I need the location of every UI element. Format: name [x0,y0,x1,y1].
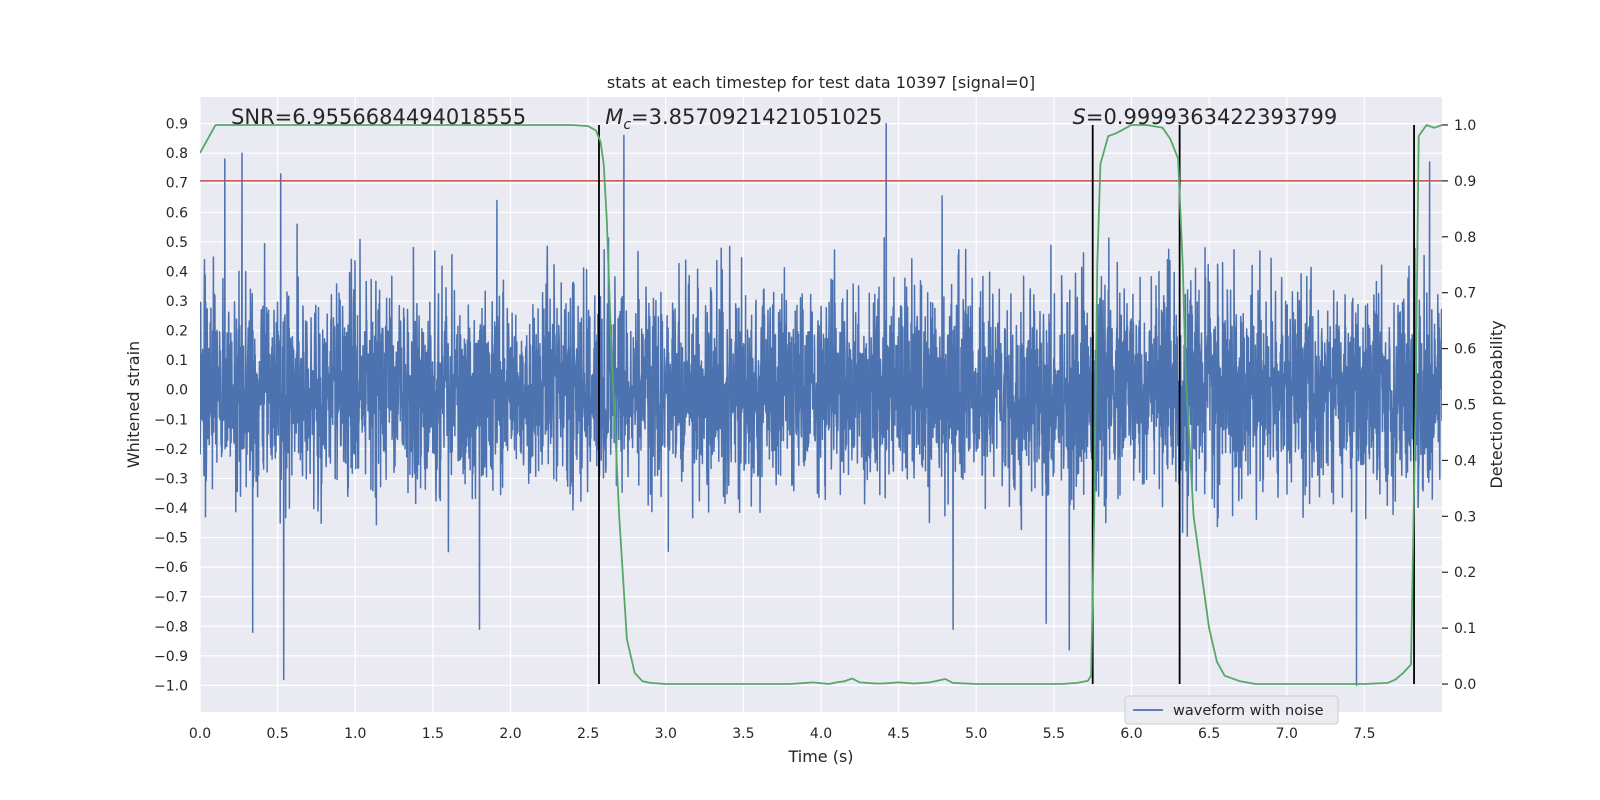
x-tick-label: 1.5 [422,726,444,742]
y-axis-ticks: 0.9 0.8 0.7 0.6 0.5 0.4 0.3 0.2 0.1 0.0 −0.1 −0.2 −0… [154,117,188,695]
y-tick-label: 0.8 [166,146,188,162]
score-annotation: S=0.9999363422393799 [1073,105,1338,129]
y2-tick-label: 0.1 [1454,621,1476,637]
x-tick-label: 2.5 [577,726,599,742]
x-tick-label: 5.5 [1043,726,1065,742]
y-tick-label: 0.9 [166,117,188,133]
y2-tick-label: 0.9 [1454,174,1476,190]
x-tick-label: 3.5 [732,726,754,742]
y-tick-label: 0.7 [166,176,188,192]
x-tick-label: 1.0 [344,726,366,742]
y-tick-label: −0.1 [154,412,188,428]
y-tick-label: 0.0 [166,383,188,399]
y-tick-label: 0.3 [166,294,188,310]
y2-tick-label: 1.0 [1454,118,1476,134]
x-tick-label: 2.0 [499,726,521,742]
y2-tick-label: 0.7 [1454,286,1476,302]
x-tick-label: 4.0 [810,726,832,742]
mc-subscript: c [623,117,631,133]
y-tick-label: −0.7 [154,590,188,606]
legend-label: waveform with noise [1173,703,1324,719]
y2-axis-label: Detection probability [1487,320,1506,488]
x-tick-label: 7.0 [1276,726,1298,742]
y2-tick-label: 0.0 [1454,677,1476,693]
s-symbol: S [1073,105,1086,129]
y-tick-label: −0.2 [154,442,188,458]
y2-axis-ticks: 1.0 0.9 0.8 0.7 0.6 0.5 0.4 0.3 0.2 0.1 0.0 [1442,118,1476,693]
waveform-series [200,122,1442,687]
chart-title: stats at each timestep for test data 103… [607,73,1035,92]
mc-symbol: M [605,105,623,129]
x-axis-ticks: 0.0 0.5 1.0 1.5 2.0 2.5 3.0 3.5 4.0 4.5 5.0 5.5 6.0 6… [189,726,1376,742]
y-tick-label: 0.1 [166,353,188,369]
x-tick-label: 4.5 [887,726,909,742]
y-tick-label: −0.6 [154,560,188,576]
y-tick-label: 0.2 [166,324,188,340]
snr-annotation: SNR=6.9556684494018555 [231,105,526,129]
y2-tick-label: 0.5 [1454,398,1476,414]
s-value: =0.9999363422393799 [1086,105,1337,129]
x-tick-label: 6.0 [1120,726,1142,742]
y-axis-label: Whitened strain [124,341,143,468]
x-tick-label: 0.5 [266,726,288,742]
y-tick-label: −0.8 [154,619,188,635]
x-tick-label: 5.0 [965,726,987,742]
y-tick-label: −0.4 [154,501,188,517]
y2-tick-label: 0.2 [1454,565,1476,581]
x-tick-label: 7.5 [1353,726,1375,742]
detection-probability-line [200,124,1442,685]
legend: waveform with noise [1124,695,1339,725]
overlay-lines [200,124,1442,685]
waveform-line [200,122,1442,687]
x-axis-label: Time (s) [787,747,853,766]
y-tick-label: 0.4 [166,264,188,280]
y-tick-label: −0.5 [154,531,188,547]
mc-value: =3.8570921421051025 [631,105,882,129]
y-tick-label: 0.6 [166,205,188,221]
x-tick-label: 0.0 [189,726,211,742]
legend-box [1124,695,1339,725]
x-tick-label: 6.5 [1198,726,1220,742]
y2-tick-label: 0.8 [1454,230,1476,246]
x-tick-label: 3.0 [655,726,677,742]
y-tick-label: −1.0 [154,678,188,694]
y-tick-label: −0.9 [154,649,188,665]
chirp-mass-annotation: Mc=3.8570921421051025 [605,105,882,133]
y2-tick-label: 0.6 [1454,342,1476,358]
y2-tick-label: 0.4 [1454,453,1476,469]
y2-tick-label: 0.3 [1454,509,1476,525]
y-tick-label: 0.5 [166,235,188,251]
y-tick-label: −0.3 [154,471,188,487]
